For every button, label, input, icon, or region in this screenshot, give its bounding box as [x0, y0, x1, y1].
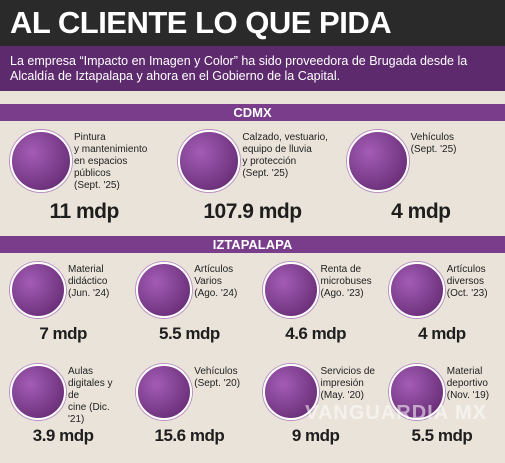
item-label: Artículos Varios (Ago. '24) — [194, 264, 238, 299]
item-amount: 5.5 mdp — [411, 426, 473, 445]
item-amount: 4 mdp — [391, 200, 451, 223]
icon — [388, 262, 445, 318]
icon — [178, 130, 241, 192]
item-label: Pintura y mantenimiento en espacios públ… — [74, 132, 148, 191]
icon — [136, 262, 193, 318]
icon — [10, 130, 72, 192]
item-label: Material deportivo (Nov. '19) — [446, 366, 490, 401]
title: AL CLIENTE LO QUE PIDA — [0, 0, 505, 46]
icon — [346, 130, 409, 192]
item-amount: 7 mdp — [39, 324, 87, 343]
item-label: Aulas digitales y de cine (Dic. '21) — [68, 366, 113, 425]
item-amount: 11 mdp — [49, 200, 119, 223]
section-band: CDMX — [0, 104, 505, 121]
item-amount: 3.9 mdp — [32, 426, 94, 445]
watermark: VANGUARDIA MX — [305, 402, 487, 424]
icon — [10, 364, 66, 420]
item-amount: 107.9 mdp — [203, 200, 302, 223]
subtitle: La empresa “Impacto en Imagen y Color” h… — [0, 46, 505, 91]
icon — [136, 364, 193, 420]
icon — [262, 262, 319, 318]
item-label: Artículos diversos (Oct. '23) — [446, 264, 488, 299]
section-band: IZTAPALAPA — [0, 236, 505, 253]
item-label: Calzado, vestuario, equipo de lluvia y p… — [242, 132, 328, 179]
item-label: Renta de microbuses (Ago. '23) — [320, 264, 372, 299]
item-label: Vehículos (Sept. '20) — [194, 366, 241, 389]
icon — [388, 364, 445, 420]
icon — [262, 364, 319, 420]
item-amount: 9 mdp — [291, 426, 340, 445]
item-amount: 5.5 mdp — [159, 324, 220, 343]
icon — [10, 262, 66, 318]
item-label: Vehículos (Sept. '25) — [410, 132, 457, 155]
item-amount: 15.6 mdp — [154, 426, 225, 445]
item-label: Material didáctico (Jun. '24) — [68, 264, 110, 299]
item-amount: 4.6 mdp — [285, 324, 346, 343]
item-label: Servicios de impresión (May. '20) — [320, 366, 375, 401]
item-amount: 4 mdp — [418, 324, 466, 343]
